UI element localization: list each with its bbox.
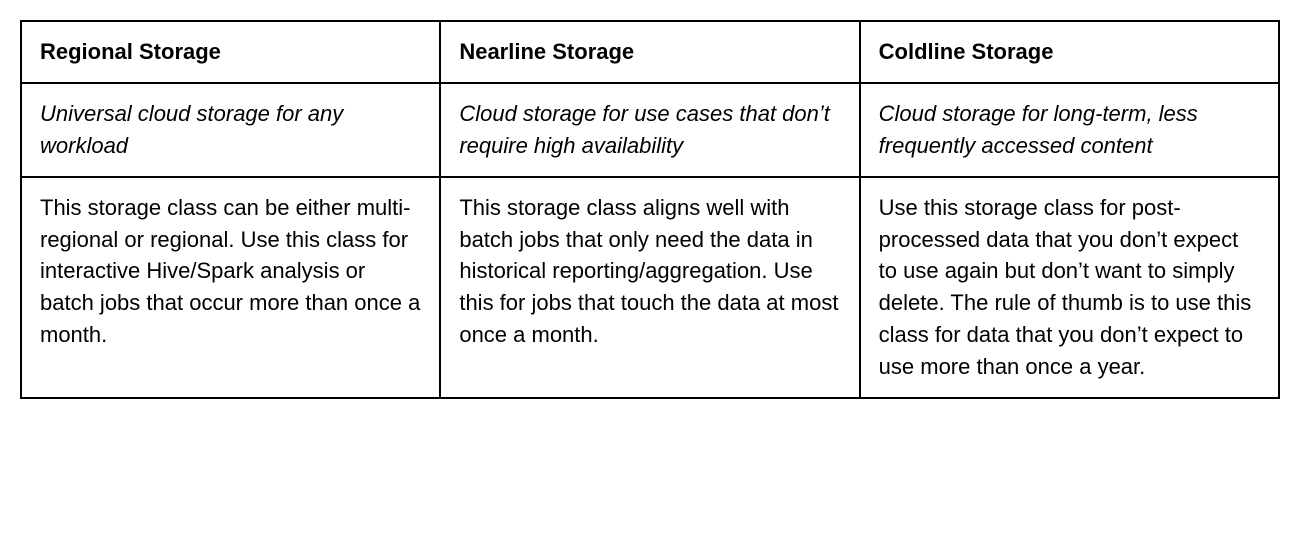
header-regional: Regional Storage: [21, 21, 440, 83]
storage-classes-table: Regional Storage Nearline Storage Coldli…: [20, 20, 1280, 399]
subtitle-coldline: Cloud storage for long-term, less freque…: [860, 83, 1279, 177]
table-header-row: Regional Storage Nearline Storage Coldli…: [21, 21, 1279, 83]
header-coldline: Coldline Storage: [860, 21, 1279, 83]
table-subtitle-row: Universal cloud storage for any workload…: [21, 83, 1279, 177]
desc-coldline: Use this storage class for post-processe…: [860, 177, 1279, 398]
desc-regional: This storage class can be either multi-r…: [21, 177, 440, 398]
subtitle-regional: Universal cloud storage for any workload: [21, 83, 440, 177]
desc-nearline: This storage class aligns well with batc…: [440, 177, 859, 398]
table-description-row: This storage class can be either multi-r…: [21, 177, 1279, 398]
subtitle-nearline: Cloud storage for use cases that don’t r…: [440, 83, 859, 177]
header-nearline: Nearline Storage: [440, 21, 859, 83]
